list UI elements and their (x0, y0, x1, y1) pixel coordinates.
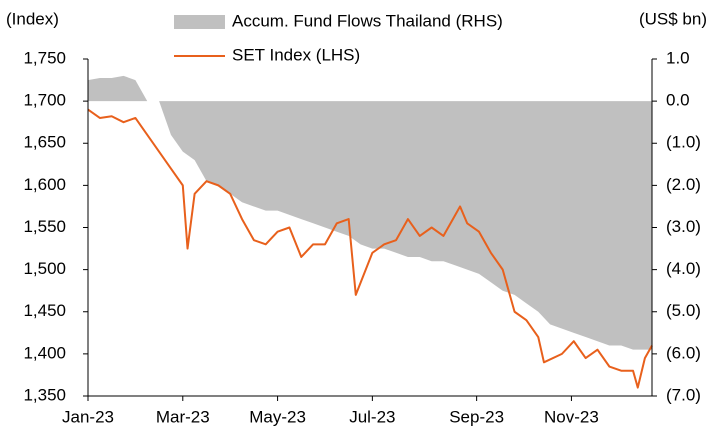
y2-tick-label: (6.0) (666, 343, 701, 362)
legend-label: Accum. Fund Flows Thailand (RHS) (232, 11, 503, 30)
y-tick-label: 1,700 (23, 91, 66, 110)
y2-tick-label: (3.0) (666, 217, 701, 236)
line (87, 108, 653, 389)
y-tick-label: 1,350 (23, 385, 66, 404)
y-tick-label: 1,750 (23, 48, 66, 67)
y2-tick-label: 0.0 (666, 91, 690, 110)
y-tick-label: 1,550 (23, 217, 66, 236)
y-tick-label: 1,500 (23, 259, 66, 278)
legend-label: SET Index (LHS) (232, 45, 360, 64)
y-tick-label: 1,400 (23, 343, 66, 362)
y2-tick-label: (7.0) (666, 385, 701, 404)
y-axis-title: (Index) (6, 9, 59, 28)
legend-swatch (174, 15, 225, 29)
y2-tick-label: (1.0) (666, 133, 701, 152)
y-tick-label: 1,450 (23, 301, 66, 320)
x-tick-label: Jul-23 (349, 407, 395, 426)
y-tick-label: 1,650 (23, 133, 66, 152)
y2-tick-label: (5.0) (666, 301, 701, 320)
x-tick-label: May-23 (249, 407, 306, 426)
x-tick-label: Sep-23 (449, 407, 504, 426)
y2-tick-label: (2.0) (666, 175, 701, 194)
x-tick-label: Mar-23 (156, 407, 210, 426)
x-tick-label: Nov-23 (544, 407, 599, 426)
y2-axis-title: (US$ bn) (639, 9, 707, 28)
area (88, 75, 652, 350)
y2-tick-label: (4.0) (666, 259, 701, 278)
y2-tick-label: 1.0 (666, 48, 690, 67)
x-tick-label: Jan-23 (62, 407, 114, 426)
y-tick-label: 1,600 (23, 175, 66, 194)
